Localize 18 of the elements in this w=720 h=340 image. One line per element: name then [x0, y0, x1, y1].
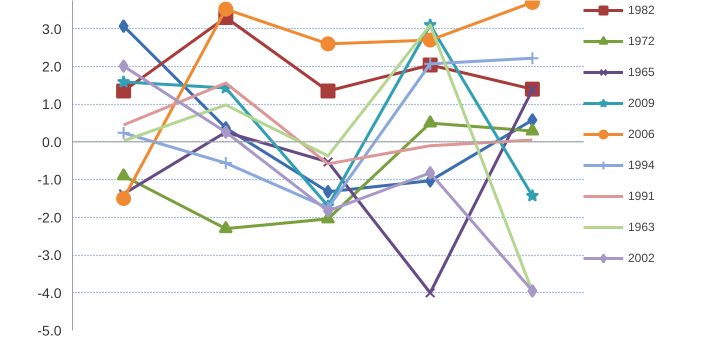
- y-tick-label: -2.0: [37, 209, 62, 226]
- y-tick-label: 2.0: [42, 58, 62, 74]
- legend-label: 2002: [628, 251, 655, 265]
- y-tick-label: 3.0: [42, 20, 62, 37]
- legend-label: 1963: [628, 220, 655, 234]
- legend-label: 1994: [628, 158, 655, 172]
- y-tick-label: -3.0: [37, 247, 62, 264]
- legend-label: 1991: [628, 189, 655, 203]
- legend-label: 1982: [628, 3, 655, 17]
- y-tick-label: -4.0: [37, 284, 62, 301]
- legend-label: 1965: [628, 65, 655, 79]
- y-tick-label: -1.0: [37, 172, 62, 188]
- y-tick-label: 0.0: [42, 134, 62, 150]
- y-tick-label: 1.0: [42, 96, 62, 112]
- legend-label: 2009: [628, 96, 655, 110]
- legend-label: 1972: [628, 34, 655, 48]
- y-tick-label: -5.0: [37, 322, 62, 338]
- legend-label: 2006: [628, 127, 655, 141]
